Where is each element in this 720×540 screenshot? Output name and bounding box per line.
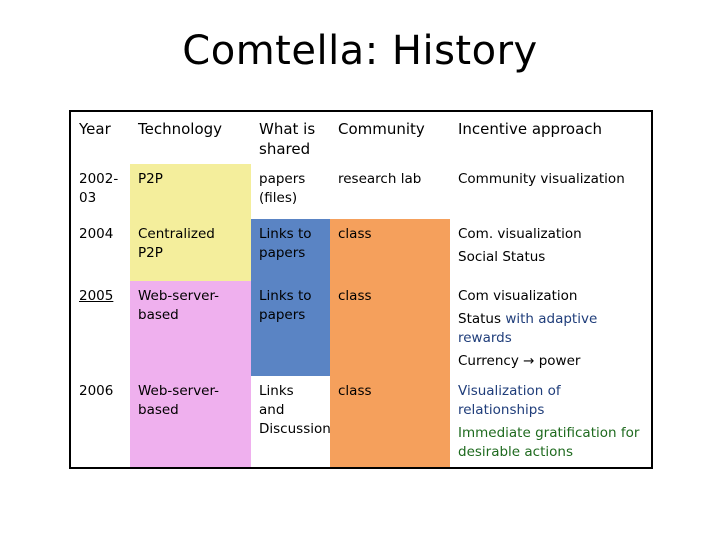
table-header-row: Year Technology What is shared Community…	[70, 111, 652, 164]
header-year: Year	[79, 120, 111, 138]
cell-incentive: Com visualization Status with adaptive r…	[458, 288, 598, 369]
cell-shared: Links to papers	[251, 219, 330, 281]
cell-shared: Links to papers	[251, 281, 330, 376]
cell-year: 2002-03	[79, 171, 119, 206]
header-technology: Technology	[138, 120, 223, 138]
header-community: Community	[338, 120, 425, 138]
header-what-is-shared: What is shared	[259, 120, 316, 158]
cell-community: class	[330, 376, 450, 468]
table-row: 2005 Web-server-based Links to papers cl…	[70, 281, 652, 376]
slide-title: Comtella: History	[182, 28, 538, 74]
header-incentive-approach: Incentive approach	[458, 120, 603, 138]
table-row: 2002-03 P2P papers (files) research lab …	[70, 164, 652, 219]
arrow-right-icon: →	[523, 353, 535, 369]
cell-technology: Web-server-based	[130, 376, 251, 468]
cell-year: 2004	[79, 226, 114, 242]
history-table: Year Technology What is shared Community…	[69, 110, 653, 469]
cell-shared: Links and Discussion	[259, 383, 331, 437]
cell-technology: Centralized P2P	[130, 219, 251, 281]
cell-community: research lab	[338, 171, 422, 187]
cell-incentive: Visualization of relationships Immediate…	[458, 383, 640, 460]
cell-incentive: Community visualization	[458, 171, 625, 187]
table-row: 2004 Centralized P2P Links to papers cla…	[70, 219, 652, 281]
year-link[interactable]: 2005	[79, 288, 114, 304]
cell-technology: Web-server-based	[130, 281, 251, 376]
cell-incentive: Com. visualization Social Status	[458, 226, 582, 265]
cell-technology: P2P	[130, 164, 251, 219]
table-row: 2006 Web-server-based Links and Discussi…	[70, 376, 652, 468]
cell-shared: papers (files)	[259, 171, 306, 206]
cell-year: 2005	[70, 281, 130, 376]
cell-year: 2006	[79, 383, 114, 399]
cell-community: class	[330, 281, 450, 376]
cell-community: class	[330, 219, 450, 281]
